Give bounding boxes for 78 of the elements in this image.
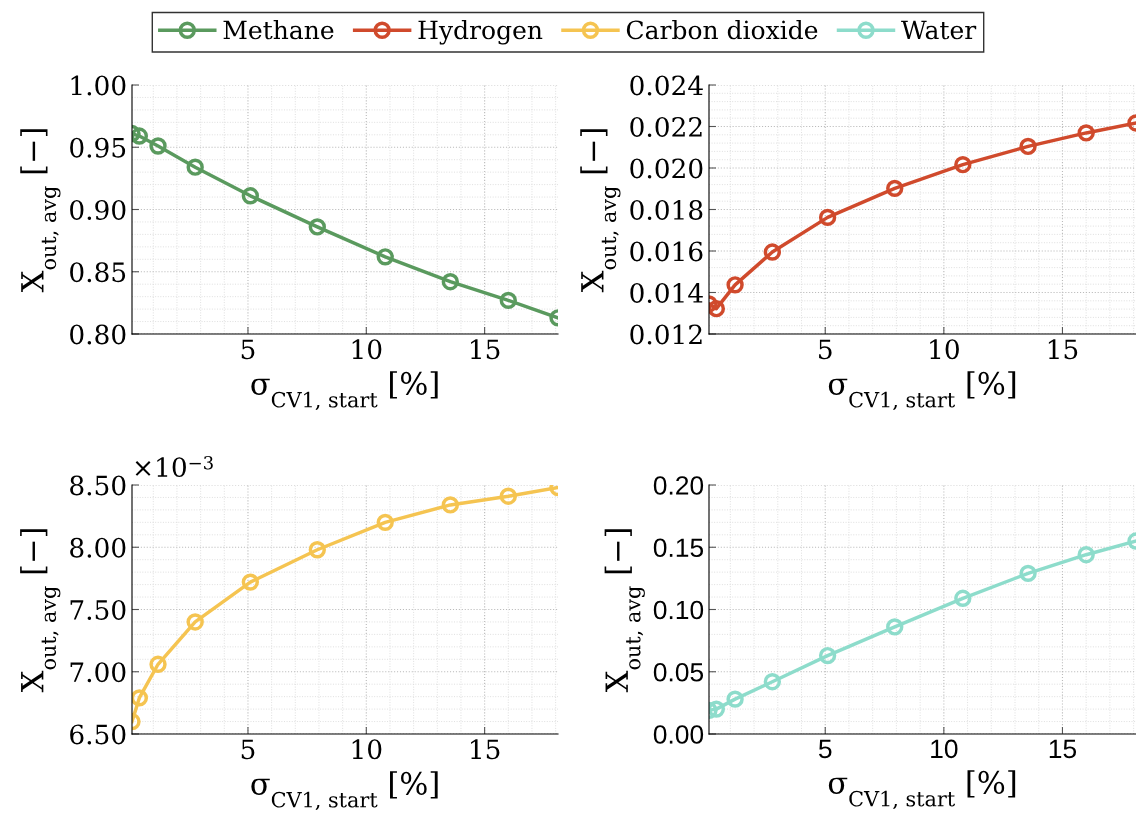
point [709, 300, 726, 318]
point [886, 179, 904, 198]
point [308, 218, 326, 236]
point [709, 700, 726, 718]
legend-label: Water [901, 20, 977, 40]
y-tick-label: 8.50 [70, 475, 126, 496]
y-axis-title: Xout, avg [−] [604, 529, 645, 693]
point [1077, 546, 1095, 564]
point [376, 248, 394, 266]
point [726, 276, 744, 294]
x-tick-label: 5 [241, 739, 255, 760]
y-tick-label: 0.014 [630, 282, 703, 303]
x-tick-label: 10 [930, 339, 959, 360]
point [954, 589, 972, 607]
x-tick-label: 5 [241, 339, 255, 360]
y-tick-label: 0.90 [70, 199, 126, 220]
y-tick-label: 0.00 [653, 725, 704, 744]
point [1077, 124, 1095, 142]
point [499, 487, 517, 505]
y-axis-title: Xout, avg [−] [20, 529, 61, 693]
x-tick-label: 15 [471, 739, 500, 760]
point [149, 655, 167, 673]
x-axis-title: σCV1, start [%] [828, 371, 1016, 411]
legend-label: Hydrogen [418, 20, 543, 45]
point [308, 541, 326, 559]
point [1019, 137, 1037, 156]
x-tick-label: 10 [352, 739, 382, 760]
y-tick-label: 0.020 [630, 158, 703, 179]
y-tick-label: 7.00 [70, 662, 126, 683]
point [763, 243, 782, 261]
y-tick-label: 0.022 [630, 116, 702, 137]
x-tick-label: 15 [1048, 339, 1078, 360]
x-axis-title: σCV1, start [%] [251, 771, 438, 811]
point [954, 156, 972, 174]
y-tick-label: 6.50 [70, 724, 126, 745]
legend-label: Carbon dioxide [626, 20, 818, 40]
x-tick-label: 5 [819, 339, 832, 360]
y-axis-title: Xout, avg [−] [580, 129, 621, 293]
legend-label: Methane [223, 20, 334, 40]
point [763, 673, 782, 691]
point [499, 291, 517, 310]
y-tick-label: 0.016 [630, 241, 703, 262]
point [132, 127, 149, 145]
y-axis-title: Xout, avg [−] [20, 129, 61, 293]
point [726, 690, 744, 708]
y-tick-label: 0.80 [70, 324, 126, 345]
point [186, 158, 204, 176]
x-tick-label: 10 [931, 739, 958, 759]
x-tick-label: 15 [471, 339, 500, 360]
point [241, 187, 260, 205]
y-tick-label: 0.15 [653, 538, 704, 558]
y-tick-label: 0.85 [70, 262, 126, 283]
y-tick-label: 0.012 [630, 324, 702, 345]
point [818, 208, 837, 227]
point [241, 573, 260, 591]
x-tick-label: 15 [1049, 739, 1077, 759]
y-tick-label: 0.024 [630, 75, 703, 96]
point [441, 273, 459, 291]
y-tick-label: 1.00 [71, 75, 126, 96]
y-tick-label: 0.10 [653, 600, 704, 620]
y-tick-label: 8.00 [70, 537, 126, 558]
point [1019, 564, 1037, 583]
point [132, 689, 149, 707]
point [818, 646, 837, 665]
y-tick-label: 0.95 [70, 137, 126, 158]
y-tick-label: 0.018 [630, 199, 703, 220]
x-tick-label: 5 [818, 739, 832, 759]
point [441, 496, 459, 514]
point [149, 137, 167, 155]
y-tick-label: 7.50 [70, 599, 126, 620]
x-axis-title: σCV1, start [%] [251, 371, 438, 411]
x-tick-label: 10 [352, 339, 382, 360]
point [376, 513, 394, 532]
y-tick-label: 0.20 [653, 476, 704, 495]
point [886, 618, 904, 636]
point [186, 613, 204, 631]
y-tick-label: 0.05 [653, 662, 704, 682]
x-axis-title: σCV1, start [%] [828, 770, 1016, 810]
